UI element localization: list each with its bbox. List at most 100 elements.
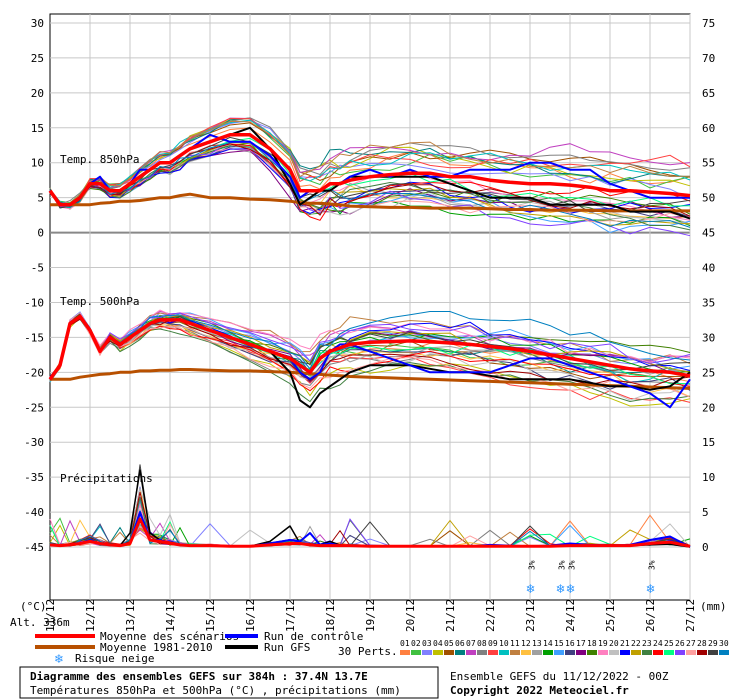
- y-tick-right: 75: [702, 17, 715, 30]
- member-legend-swatch: [477, 650, 487, 655]
- member-legend-number: 29: [708, 639, 718, 648]
- member-legend-swatch: [631, 650, 641, 655]
- member-legend-number: 04: [433, 639, 443, 648]
- axis-ticks: 302520151050-5-10-15-20-25-30-35-40-4575…: [24, 17, 715, 554]
- y-tick-left: -45: [24, 541, 44, 554]
- member-legend-swatch: [510, 650, 520, 655]
- x-date-label: 18/12: [324, 599, 337, 632]
- member-legend-number: 24: [653, 639, 663, 648]
- label-temp-500: Temp. 500hPa: [60, 295, 139, 308]
- altitude-label: Alt. 336m: [10, 616, 70, 629]
- x-date-label: 22/12: [484, 599, 497, 632]
- x-date-label: 27/12: [684, 599, 697, 632]
- x-axis-dates: 11/12 12/12 13/12 14/12 15/12 16/12 17/12 18/12…: [44, 599, 697, 632]
- snow-flake-icon: ❄: [646, 582, 656, 596]
- member-legend-swatch: [719, 650, 729, 655]
- member-line-t850: [49, 143, 691, 217]
- y-tick-right: 30: [702, 331, 715, 344]
- y-tick-left: 5: [37, 192, 44, 205]
- snow-risk-pct: 3%: [568, 560, 577, 570]
- member-legend-swatch: [664, 650, 674, 655]
- snow-flake-icon: ❄: [526, 582, 536, 596]
- member-legend-number: 21: [620, 639, 630, 648]
- main-series: [48, 126, 691, 548]
- member-legend-swatch: [433, 650, 443, 655]
- member-legend-number: 26: [675, 639, 685, 648]
- member-legend-number: 18: [587, 639, 597, 648]
- legend-mean-label: Moyenne des scénarios: [100, 630, 239, 643]
- snow-risk-pct: 3%: [558, 560, 567, 570]
- member-legend-number: 02: [411, 639, 421, 648]
- member-legend-swatch: [455, 650, 465, 655]
- x-date-label: 12/12: [84, 599, 97, 632]
- member-legend-number: 17: [576, 639, 586, 648]
- member-legend-swatch: [587, 650, 597, 655]
- legend-snow-label: Risque neige: [75, 652, 154, 665]
- series-line-t500-mean: [48, 314, 691, 381]
- y-tick-right: 15: [702, 436, 715, 449]
- y-tick-left: -10: [24, 296, 44, 309]
- member-legend-number: 28: [697, 639, 707, 648]
- member-legend-swatch: [576, 650, 586, 655]
- y-tick-left: -40: [24, 506, 44, 519]
- member-legend-number: 05: [444, 639, 454, 648]
- member-legend-number: 23: [642, 639, 652, 648]
- member-legend-swatch: [554, 650, 564, 655]
- y-tick-left: 30: [31, 17, 44, 30]
- member-legend-number: 25: [664, 639, 674, 648]
- y-tick-right: 50: [702, 192, 715, 205]
- x-date-label: 13/12: [124, 599, 137, 632]
- member-legend-swatch: [521, 650, 531, 655]
- copyright: Copyright 2022 Meteociel.fr: [450, 684, 629, 697]
- y-tick-left: 15: [31, 122, 44, 135]
- member-legend-swatch: [708, 650, 718, 655]
- y-tick-left: -30: [24, 436, 44, 449]
- legend-control-label: Run de contrôle: [264, 630, 363, 643]
- y-tick-right: 10: [702, 471, 715, 484]
- snow-flake-icon: ❄: [556, 582, 566, 596]
- right-axis-unit: (mm): [700, 600, 727, 613]
- series-line-precip-mean: [49, 517, 691, 548]
- y-tick-left: 25: [31, 52, 44, 65]
- label-temp-850: Temp. 850hPa: [60, 153, 139, 166]
- member-legend-number: 30: [719, 639, 729, 648]
- member-legend-number: 13: [532, 639, 542, 648]
- label-precipitations: Précipitations: [60, 472, 153, 485]
- series-line-t850-mean: [48, 133, 691, 207]
- member-legend-swatch: [488, 650, 498, 655]
- member-legend-swatch: [653, 650, 663, 655]
- member-legend-swatch: [444, 650, 454, 655]
- y-tick-right: 40: [702, 262, 715, 275]
- member-legend-number: 27: [686, 639, 696, 648]
- x-date-label: 17/12: [284, 599, 297, 632]
- member-line-t850: [49, 120, 691, 206]
- y-tick-right: 25: [702, 366, 715, 379]
- y-tick-right: 60: [702, 122, 715, 135]
- legend-gfs-label: Run GFS: [264, 641, 310, 654]
- chart-subtitle: Températures 850hPa et 500hPa (°C) , pré…: [30, 684, 401, 697]
- y-tick-right: 65: [702, 87, 715, 100]
- member-legend-number: 08: [477, 639, 487, 648]
- y-tick-right: 35: [702, 296, 715, 309]
- member-legend-swatch: [565, 650, 575, 655]
- member-legend-number: 10: [499, 639, 509, 648]
- chart-title: Diagramme des ensembles GEFS sur 384h : …: [30, 670, 368, 683]
- member-legend: 01 02 03 04 05 06 07 08 09 10 11 12 13 14 15 16 17 18 19 20…: [400, 639, 729, 655]
- y-tick-left: -25: [24, 401, 44, 414]
- x-date-label: 21/12: [444, 599, 457, 632]
- legend: Moyenne des scénarios Moyenne 1981-2010 …: [35, 630, 729, 666]
- snow-risk-markers: 3% ❄ 3% ❄ 3% ❄ 3% ❄: [526, 560, 657, 596]
- member-line-t500: [49, 312, 691, 380]
- member-legend-swatch: [609, 650, 619, 655]
- x-date-label: 15/12: [204, 599, 217, 632]
- member-legend-swatch: [411, 650, 421, 655]
- x-date-label: 16/12: [244, 599, 257, 632]
- y-tick-left: -35: [24, 471, 44, 484]
- member-legend-swatch: [499, 650, 509, 655]
- x-date-label: 25/12: [604, 599, 617, 632]
- member-legend-number: 12: [521, 639, 531, 648]
- member-legend-swatch: [686, 650, 696, 655]
- member-legend-number: 22: [631, 639, 641, 648]
- y-tick-left: -5: [31, 262, 44, 275]
